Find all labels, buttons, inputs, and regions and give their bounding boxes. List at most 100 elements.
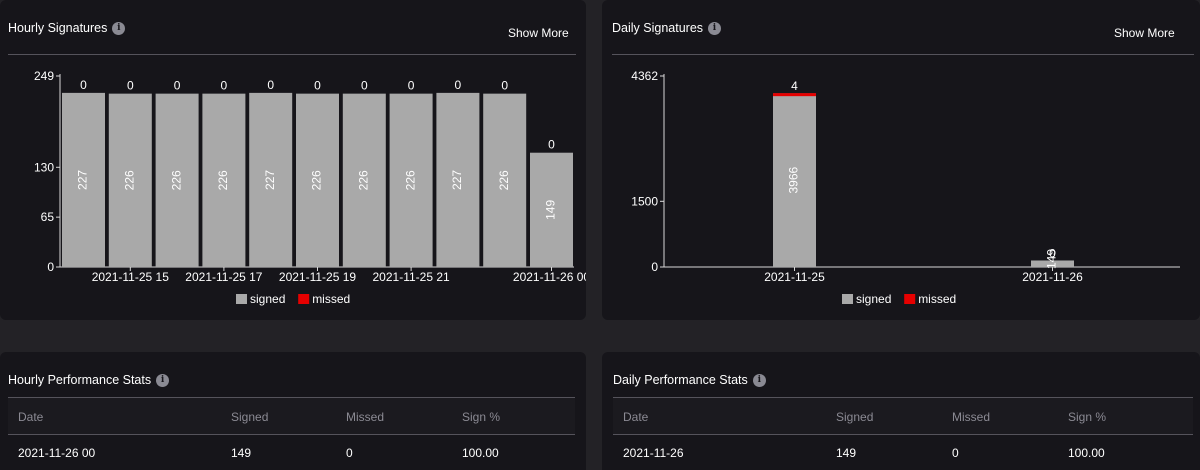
cell-missed: 0 xyxy=(346,446,353,460)
cell-missed: 0 xyxy=(952,446,959,460)
info-icon[interactable]: i xyxy=(112,21,126,35)
hourly-signatures-panel: Hourly Signatures i Show More 0 65 130 249 2… xyxy=(0,0,586,320)
bar-missed-label: 0 xyxy=(127,79,134,93)
bar-signed[interactable] xyxy=(155,93,199,267)
x-tick-label: 2021-11-25 17 xyxy=(185,270,263,284)
column-header-date[interactable]: Date xyxy=(623,410,649,424)
daily-signatures-title: Daily Signatures xyxy=(612,21,704,35)
column-header-missed[interactable]: Missed xyxy=(952,410,991,424)
daily-signatures-panel: Daily Signatures i Show More 0 1500 4362 39… xyxy=(602,0,1200,320)
bar-signed-label: 226 xyxy=(497,170,511,190)
bar-signed-label: 227 xyxy=(263,170,277,190)
hourly-performance-title-wrap: Hourly Performance Stats i xyxy=(8,373,170,387)
info-icon[interactable]: i xyxy=(156,373,170,387)
daily-signatures-header: Daily Signatures i Show More xyxy=(612,0,1194,55)
hourly-signatures-title-wrap: Hourly Signatures i xyxy=(8,21,126,35)
cell-sign-percent: 100.00 xyxy=(1068,446,1105,460)
bar-signed[interactable] xyxy=(202,93,246,267)
bar-signed[interactable] xyxy=(483,93,527,267)
hourly-signatures-title: Hourly Signatures xyxy=(8,21,108,35)
y-tick-label: 249 xyxy=(34,69,54,83)
bar-signed-label: 3966 xyxy=(787,166,801,193)
cell-signed: 149 xyxy=(231,446,252,460)
column-header-signed[interactable]: Signed xyxy=(231,410,269,424)
legend-missed-swatch[interactable] xyxy=(904,294,916,304)
column-header-signed[interactable]: Signed xyxy=(836,410,874,424)
bar-signed-label: 227 xyxy=(76,170,90,190)
cell-date: 2021-11-26 00 xyxy=(18,446,96,460)
column-header-sign-percent[interactable]: Sign % xyxy=(462,410,501,424)
cell-sign-percent: 100.00 xyxy=(462,446,499,460)
bar-signed[interactable] xyxy=(108,93,152,267)
daily-performance-title-wrap: Daily Performance Stats i xyxy=(613,373,766,387)
bar-missed-label: 0 xyxy=(174,79,181,93)
column-header-missed[interactable]: Missed xyxy=(346,410,385,424)
bar-missed[interactable] xyxy=(773,93,816,97)
hourly-performance-title: Hourly Performance Stats xyxy=(8,373,152,387)
bar-missed-label: 0 xyxy=(221,79,228,93)
bar-signed[interactable] xyxy=(530,152,573,267)
bar-signed[interactable] xyxy=(342,93,386,267)
legend-missed[interactable]: missed xyxy=(312,292,350,306)
daily-performance-table-header: Date Signed Missed Sign % xyxy=(613,397,1193,435)
bar-signed[interactable] xyxy=(773,93,816,267)
column-header-date[interactable]: Date xyxy=(18,410,44,424)
hourly-show-more-button[interactable]: Show More xyxy=(508,26,569,40)
info-icon[interactable]: i xyxy=(708,21,722,35)
bar-signed-label: 226 xyxy=(310,170,324,190)
bar-missed-label: 0 xyxy=(548,138,555,152)
bar-missed-label: 0 xyxy=(455,78,462,92)
bar-signed-label: 226 xyxy=(403,170,417,190)
legend-signed-swatch[interactable] xyxy=(842,294,853,304)
daily-signatures-title-wrap: Daily Signatures i xyxy=(612,21,722,35)
hourly-signatures-chart: 0 65 130 249 227 0 226 0 226 0 226 0 227 0 226 0 226 0 226… xyxy=(34,69,586,306)
info-icon[interactable]: i xyxy=(752,373,766,387)
bar-signed-label: 226 xyxy=(122,170,136,190)
bar-signed-label: 226 xyxy=(356,170,370,190)
column-header-sign-percent[interactable]: Sign % xyxy=(1068,410,1107,424)
legend-missed-swatch[interactable] xyxy=(298,294,310,304)
bar-missed-label: 0 xyxy=(267,78,274,92)
bar-missed-label: 0 xyxy=(1049,246,1056,260)
legend-signed[interactable]: signed xyxy=(856,292,891,306)
bar-signed[interactable] xyxy=(249,92,293,267)
y-tick-label: 65 xyxy=(41,210,55,224)
bar-signed-label: 227 xyxy=(450,170,464,190)
y-tick-label: 0 xyxy=(47,260,54,274)
bar-signed[interactable] xyxy=(1031,260,1074,267)
y-tick-label: 4362 xyxy=(631,69,658,83)
cell-date: 2021-11-26 xyxy=(623,446,684,460)
bar-missed-label: 0 xyxy=(314,79,321,93)
bar-missed-label: 4 xyxy=(791,79,798,93)
bar-signed-label: 226 xyxy=(216,170,230,190)
y-tick-label: 130 xyxy=(34,160,54,174)
hourly-signatures-header: Hourly Signatures i Show More xyxy=(8,0,576,55)
x-tick-label: 2021-11-25 19 xyxy=(279,270,357,284)
bar-signed-label: 149 xyxy=(544,200,558,220)
x-tick-label: 2021-11-26 00 xyxy=(513,270,586,284)
bar-missed-label: 0 xyxy=(408,79,415,93)
bar-signed-label: 149 xyxy=(1045,249,1059,269)
daily-show-more-button[interactable]: Show More xyxy=(1114,26,1175,40)
daily-performance-title: Daily Performance Stats xyxy=(613,373,748,387)
bar-missed-label: 0 xyxy=(361,79,368,93)
bar-signed[interactable] xyxy=(389,93,433,267)
bar-signed[interactable] xyxy=(436,92,480,267)
legend-missed[interactable]: missed xyxy=(918,292,956,306)
bar-signed[interactable] xyxy=(62,92,105,267)
hourly-performance-table-header: Date Signed Missed Sign % xyxy=(8,397,575,435)
bar-signed[interactable] xyxy=(296,93,339,267)
legend-signed[interactable]: signed xyxy=(250,292,285,306)
bar-signed-label: 226 xyxy=(169,170,183,190)
y-tick-label: 0 xyxy=(651,260,658,274)
bar-missed-label: 0 xyxy=(501,79,508,93)
legend-signed-swatch[interactable] xyxy=(236,294,247,304)
y-tick-label: 1500 xyxy=(631,194,658,208)
cell-signed: 149 xyxy=(836,446,857,460)
x-tick-label: 2021-11-25 xyxy=(764,270,825,284)
x-tick-label: 2021-11-25 15 xyxy=(92,270,170,284)
bar-missed-label: 0 xyxy=(80,78,87,92)
x-tick-label: 2021-11-25 21 xyxy=(373,270,451,284)
x-tick-label: 2021-11-26 xyxy=(1022,270,1083,284)
